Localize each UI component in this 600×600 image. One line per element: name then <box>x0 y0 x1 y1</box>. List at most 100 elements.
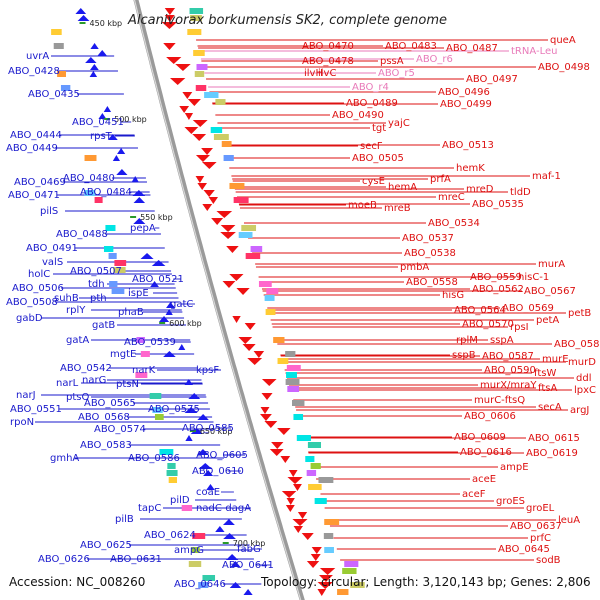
plus-strand-gene <box>293 526 303 533</box>
plus-feature-box <box>287 386 300 392</box>
plus-feature-box <box>223 155 234 161</box>
minus-feature-box <box>111 288 125 294</box>
plus-strand-gene <box>195 155 210 162</box>
minus-feature-box <box>190 547 200 553</box>
gene-label-rpst: rpsT <box>90 131 113 142</box>
gene-label-sspb: sspB <box>452 350 476 361</box>
gene-label-ilvh: ilvH <box>304 68 323 79</box>
plus-feature-box <box>314 498 327 504</box>
plus-feature-box <box>337 589 349 595</box>
gene-label-pmba: pmbA <box>400 262 429 273</box>
plus-strand-gene <box>317 582 333 589</box>
gene-label-abo-0646: ABO_0646 <box>174 579 226 590</box>
minus-strand-gene <box>223 533 236 539</box>
gene-label-abo-0567: ABO_0567 <box>524 286 576 297</box>
gene-label-abo-0585: ABO_0585 <box>182 423 234 434</box>
plus-feature-box <box>204 92 219 98</box>
minus-feature-box <box>188 561 202 567</box>
gene-label-abo-0606: ABO_0606 <box>464 411 516 422</box>
minus-strand-gene <box>85 57 97 63</box>
minus-strand-gene <box>197 449 209 455</box>
feature-blocks <box>51 8 365 596</box>
gene-label-tapc: tapC <box>138 503 161 514</box>
plus-strand-gene <box>292 484 302 491</box>
gene-label-abo-0470: ABO_0470 <box>302 41 354 52</box>
plus-feature-box <box>307 442 322 448</box>
gene-label-vals: valS <box>42 257 63 268</box>
gene-label-abo-0451: ABO_0451 <box>72 117 124 128</box>
gene-label-murc-ftsq: murC-ftsQ <box>474 395 525 406</box>
gene-label-murd: murD <box>568 357 596 368</box>
plus-feature-box <box>350 582 365 588</box>
plus-strand-gene <box>317 589 327 596</box>
plus-strand-gene <box>253 351 265 358</box>
minus-feature-box <box>168 477 178 483</box>
rna-label-trna-leu: tRNA-Leu <box>511 46 557 57</box>
plus-strand-gene <box>285 505 295 512</box>
gene-label-abo-0513: ABO_0513 <box>442 140 494 151</box>
plus-strand-gene <box>301 533 314 540</box>
tick-label: 500 kbp <box>114 115 147 124</box>
plus-feature-box <box>277 358 289 364</box>
plus-strand-gene <box>311 547 322 554</box>
gene-label-abo-0535: ABO_0535 <box>472 199 524 210</box>
plus-strand-gene <box>166 57 182 64</box>
plus-strand-gene <box>175 64 191 71</box>
gene-label-abo-0615: ABO_0615 <box>528 433 580 444</box>
plus-strand-gene <box>310 554 321 561</box>
plus-strand-gene <box>306 561 320 568</box>
gene-label-pssa: pssA <box>380 56 404 67</box>
gene-label-rplm: rplM <box>456 335 478 346</box>
minus-strand-gene <box>151 260 166 266</box>
minus-strand-gene <box>116 169 128 175</box>
minus-feature-box <box>109 281 118 287</box>
tick-label: 650 kbp <box>200 427 233 436</box>
minus-feature-box <box>114 260 127 266</box>
tick-label: 600 kbp <box>169 319 202 328</box>
plus-strand-gene <box>292 519 308 526</box>
gene-label-moeb: moeB <box>348 200 377 211</box>
gene-label-ftsa: ftsA <box>538 383 557 394</box>
plus-strand-gene <box>163 43 176 50</box>
minus-strand-gene <box>140 253 154 259</box>
minus-strand-gene <box>203 470 214 476</box>
plus-feature-box <box>193 50 205 56</box>
gene-label-mreb: mreB <box>384 203 411 214</box>
plus-feature-box <box>273 337 285 343</box>
gene-label-abo-0469: ABO_0469 <box>14 177 66 188</box>
plus-feature-box <box>189 8 204 14</box>
gene-label-abo-0484: ABO_0484 <box>80 187 132 198</box>
gene-label-hisg: hisG <box>442 290 464 301</box>
minus-feature-box <box>113 267 126 273</box>
minus-feature-box <box>135 372 148 378</box>
plus-feature-box <box>241 225 257 231</box>
minus-feature-box <box>84 155 97 161</box>
plus-strand-gene <box>288 470 298 477</box>
minus-strand-gene <box>225 554 239 560</box>
gene-label-abo-0626: ABO_0626 <box>38 554 90 565</box>
plus-strand-gene <box>229 274 244 281</box>
gene-label-holc: holC <box>28 269 50 280</box>
gene-label-abo-0559: ABO_0559 <box>470 272 522 283</box>
minus-strand-gene <box>158 316 170 322</box>
plus-feature-box <box>265 309 276 315</box>
plus-strand-gene <box>197 183 208 190</box>
gene-label-tdh: tdh <box>88 279 105 290</box>
label-connector-lines <box>35 39 574 585</box>
minus-strand-gene <box>165 309 173 315</box>
gene-label-abo-0538: ABO_0538 <box>404 248 456 259</box>
plus-feature-box <box>292 400 305 406</box>
plus-feature-box <box>318 477 334 483</box>
gene-label-fabg: fabG <box>237 544 261 555</box>
minus-feature-box <box>108 253 117 259</box>
plus-feature-box <box>285 351 296 357</box>
plus-strand-gene <box>277 428 291 435</box>
minus-feature-box <box>53 43 64 49</box>
minus-strand-gene <box>132 190 146 196</box>
minus-feature-box <box>181 505 193 511</box>
plus-feature-box <box>238 232 253 238</box>
gene-label-murx-mray: murX/mraY <box>480 380 537 391</box>
plus-strand-gene <box>192 134 207 141</box>
plus-strand-gene <box>179 106 190 113</box>
gene-label-abo-0428: ABO_0428 <box>8 66 60 77</box>
